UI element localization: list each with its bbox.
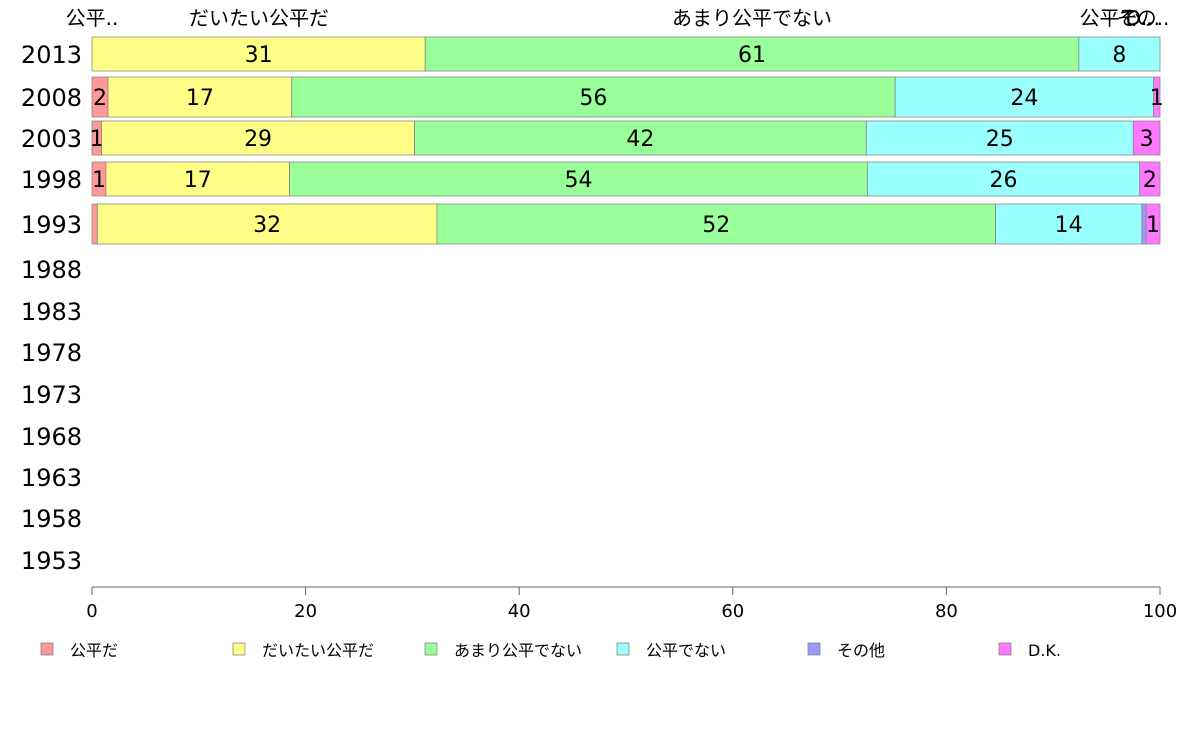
- legend: 公平だ だいたい公平だ あまり公平でない 公平でない その他 D.K.: [40, 641, 1061, 660]
- x-tick-label: 0: [86, 601, 97, 622]
- bar-value-label: 32: [253, 213, 281, 238]
- bar-segment: [414, 120, 867, 156]
- bar-segment: [101, 120, 415, 156]
- header-label: D...: [1126, 6, 1160, 30]
- bar-value-label: 24: [1010, 86, 1038, 111]
- legend-label: 公平だ: [70, 641, 118, 660]
- bar-value-label: 17: [184, 168, 212, 193]
- year-label: 1953: [21, 547, 82, 575]
- year-label: 1988: [21, 256, 82, 284]
- header-label: 公平..: [66, 6, 119, 30]
- bar-segment: [107, 76, 293, 118]
- bar-value-label: 2: [1143, 168, 1157, 193]
- legend-swatch: [616, 642, 630, 656]
- bar-segment: [1153, 76, 1161, 118]
- year-label: 2003: [21, 125, 82, 153]
- year-label: 1993: [21, 211, 82, 239]
- year-label: 2008: [21, 84, 82, 112]
- bar-segment: [1145, 203, 1161, 245]
- bar-value-label: 29: [244, 127, 272, 152]
- bar-value-label: 25: [986, 127, 1014, 152]
- bar-value-label: 42: [626, 127, 654, 152]
- year-label: 1963: [21, 464, 82, 492]
- x-tick-label: 100: [1143, 601, 1177, 622]
- header-label: 公平で..: [1080, 6, 1153, 30]
- bar-segment: [1132, 120, 1161, 156]
- bar-value-label: 1: [92, 168, 106, 193]
- bar-segment: [96, 203, 438, 245]
- bar-value-label: 26: [990, 168, 1018, 193]
- legend-swatch: [232, 642, 246, 656]
- x-tick-label: 80: [935, 601, 958, 622]
- bar-segment: [291, 76, 896, 118]
- year-label: 1998: [21, 166, 82, 194]
- x-tick-label: 20: [294, 601, 317, 622]
- bar-segment: [91, 203, 98, 245]
- legend-swatch: [998, 642, 1012, 656]
- bar-segment: [1139, 161, 1161, 197]
- bar-value-label: 52: [702, 213, 730, 238]
- bar-value-label: 1: [1146, 213, 1160, 238]
- bar-value-label: 31: [245, 43, 273, 68]
- header-label: あまり公平でない: [672, 6, 832, 30]
- bar-segment: [865, 120, 1134, 156]
- legend-label: その他: [837, 641, 885, 660]
- legend-swatch: [40, 642, 54, 656]
- bar-segments: 31 61 82 17 56 24 11 29 42 25 31 17 54 26 232 52 14 1: [90, 36, 1164, 245]
- header-label: その..: [1117, 6, 1170, 30]
- year-label: 1978: [21, 339, 82, 367]
- legend-label: 公平でない: [646, 641, 726, 660]
- year-label: 1973: [21, 381, 82, 409]
- year-label: 2013: [21, 41, 82, 69]
- year-label: 1968: [21, 423, 82, 451]
- bar-value-label: 54: [564, 168, 592, 193]
- legend-swatch: [424, 642, 438, 656]
- bar-value-label: 1: [90, 127, 104, 152]
- bar-value-label: 1: [1150, 86, 1164, 111]
- bar-segment: [1078, 36, 1161, 72]
- bar-value-label: 3: [1140, 127, 1154, 152]
- legend-label: あまり公平でない: [454, 641, 582, 660]
- bar-segment: [995, 203, 1143, 245]
- bar-value-label: 17: [186, 86, 214, 111]
- bar-value-label: 61: [738, 43, 766, 68]
- category-header-labels: 公平.. だいたい公平だ あまり公平でない 公平で..その..D...: [66, 6, 1170, 30]
- bar-segment: [105, 161, 290, 197]
- y-axis-labels: 2013 2008 2003 1998 1993 1988 1983 1978 1973 1968…: [21, 41, 82, 575]
- legend-swatch: [807, 642, 821, 656]
- legend-label: だいたい公平だ: [262, 641, 374, 660]
- bar-segment: [91, 36, 426, 72]
- bar-value-label: 56: [579, 86, 607, 111]
- header-label: だいたい公平だ: [189, 6, 329, 30]
- bar-segment: [436, 203, 996, 245]
- bar-segment: [894, 76, 1154, 118]
- bar-value-label: 14: [1055, 213, 1083, 238]
- year-label: 1983: [21, 298, 82, 326]
- bar-value-label: 8: [1112, 43, 1126, 68]
- x-tick-label: 60: [721, 601, 744, 622]
- legend-label: D.K.: [1028, 641, 1061, 660]
- x-tick-label: 40: [508, 601, 531, 622]
- bar-value-label: 2: [93, 86, 107, 111]
- x-axis: 0 20 40 60 80 100: [86, 586, 1177, 622]
- year-label: 1958: [21, 505, 82, 533]
